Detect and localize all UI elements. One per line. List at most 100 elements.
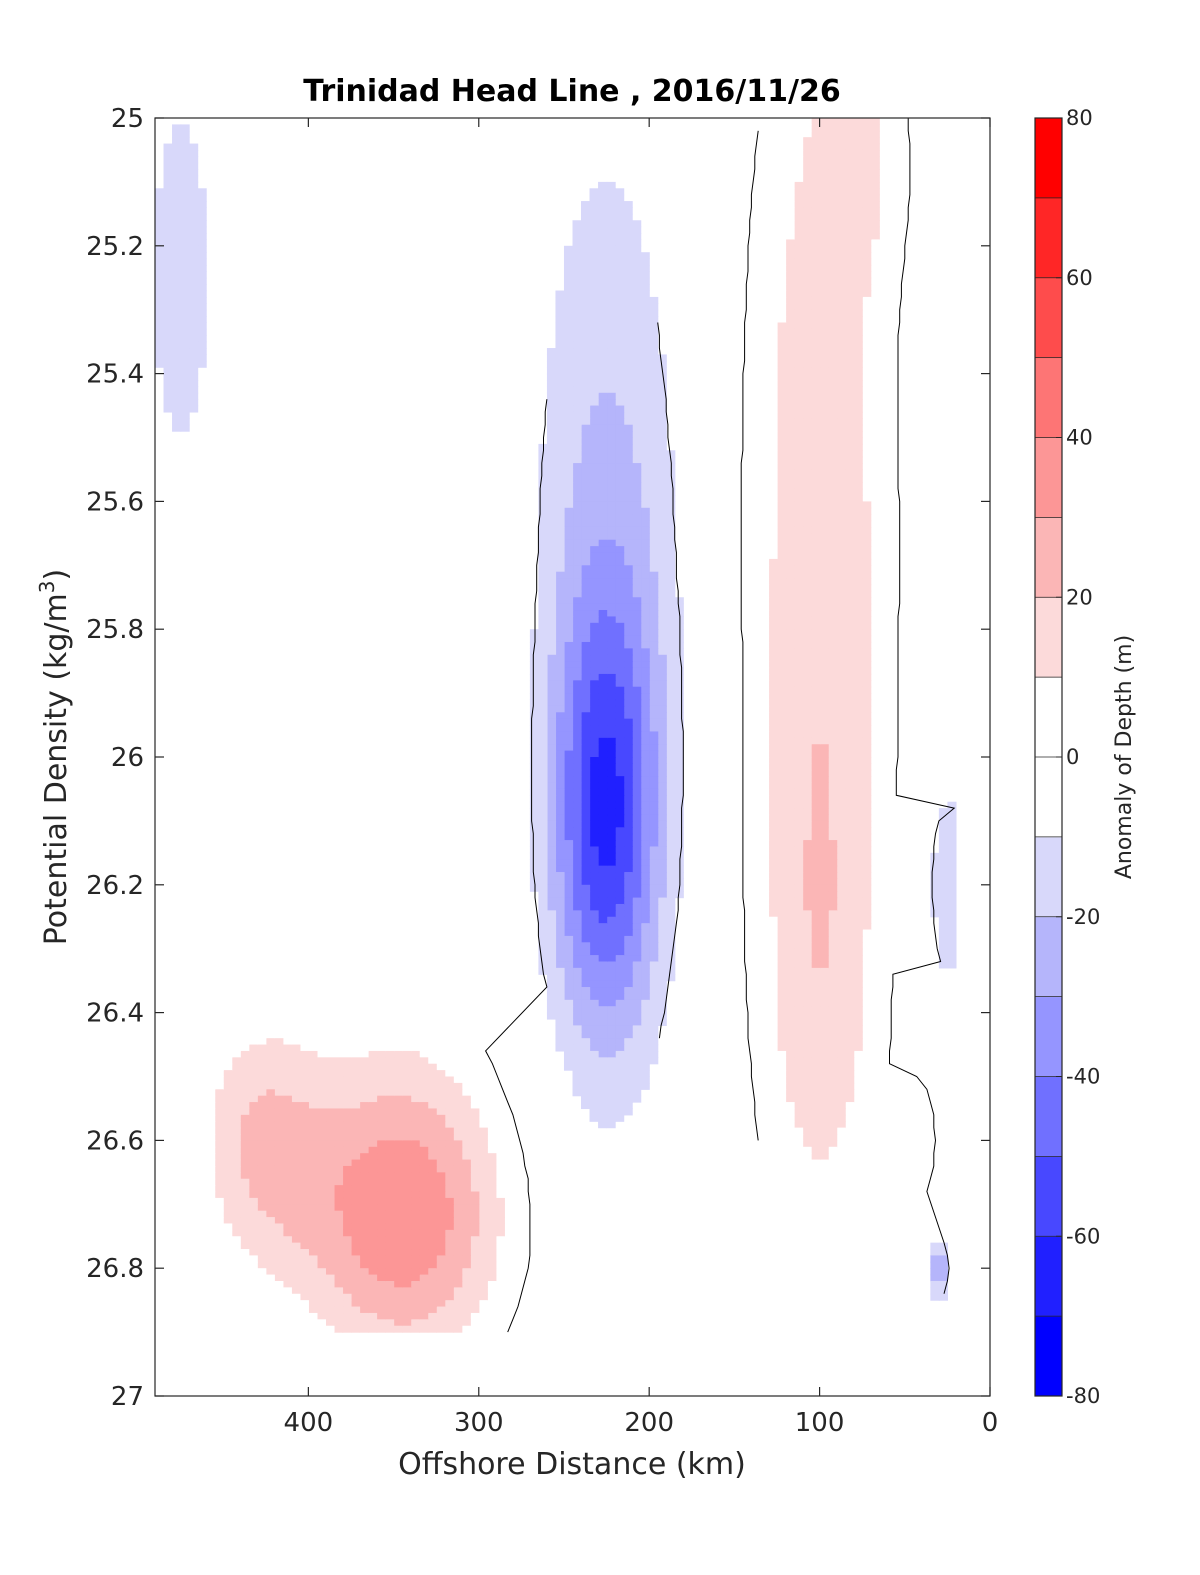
contour-cell [759, 539, 770, 547]
contour-cell [853, 213, 863, 221]
contour-cell [794, 181, 804, 189]
contour-cell [589, 757, 599, 764]
contour-cell [572, 258, 582, 266]
contour-cell [742, 641, 753, 649]
contour-cell [828, 1063, 838, 1071]
contour-cell [862, 1127, 872, 1135]
contour-cell [742, 737, 753, 745]
contour-cell [649, 929, 659, 937]
contour-cell [581, 284, 591, 292]
contour-cell [802, 1229, 812, 1237]
contour-cell [657, 431, 667, 439]
contour-cell [632, 526, 642, 534]
contour-cell [785, 1038, 795, 1046]
contour-cell [870, 999, 880, 1007]
contour-cell [598, 411, 608, 419]
contour-cell [742, 367, 753, 375]
contour-cell [819, 1038, 829, 1046]
contour-cell [615, 1050, 625, 1058]
contour-cell [887, 1006, 897, 1014]
contour-cell [887, 437, 897, 445]
contour-cell [615, 903, 625, 911]
contour-cell [632, 1070, 642, 1078]
contour-cell [598, 948, 608, 956]
contour-cell [819, 661, 829, 669]
contour-cell [794, 437, 804, 445]
contour-cell [657, 967, 667, 975]
contour-cell [666, 872, 676, 880]
contour-cell [623, 558, 633, 566]
contour-cell [802, 987, 812, 995]
contour-cell [742, 335, 753, 343]
contour-cell [887, 929, 897, 937]
contour-cell [870, 859, 880, 867]
contour-cell [598, 341, 608, 349]
contour-cell [836, 437, 846, 445]
contour-cell [904, 188, 914, 196]
contour-cell [606, 463, 616, 471]
contour-cell [572, 769, 582, 777]
contour-cell [802, 673, 812, 681]
contour-cell [836, 213, 846, 221]
contour-cell [819, 757, 829, 764]
contour-cell [785, 1050, 795, 1058]
contour-cell [938, 878, 948, 886]
contour-cell [589, 1050, 599, 1058]
contour-cell [811, 1242, 821, 1250]
contour-cell [828, 495, 838, 502]
contour-cell [598, 264, 608, 272]
contour-cell [819, 629, 829, 637]
contour-cell [606, 718, 616, 726]
contour-cell [836, 1204, 846, 1212]
contour-cell [742, 974, 753, 982]
contour-cell [904, 130, 914, 138]
contour-cell [887, 354, 897, 362]
contour-cell [623, 245, 633, 253]
contour-cell [776, 1146, 787, 1154]
contour-cell [606, 411, 616, 419]
contour-cell [623, 1006, 633, 1014]
contour-cell [836, 463, 846, 471]
contour-cell [828, 648, 838, 656]
contour-cell [649, 680, 659, 688]
contour-cell [836, 1102, 846, 1110]
contour-cell [785, 124, 795, 132]
contour-cell [836, 488, 846, 496]
contour-cell [615, 277, 625, 285]
contour-cell [674, 725, 684, 733]
contour-cell [649, 840, 659, 848]
contour-cell [657, 980, 667, 988]
contour-cell [811, 776, 821, 784]
contour-cell [581, 667, 591, 675]
contour-cell [615, 616, 625, 624]
contour-cell [598, 667, 608, 675]
contour-cell [819, 456, 829, 464]
contour-cell [785, 622, 795, 630]
contour-cell [598, 961, 608, 969]
contour-cell [751, 737, 761, 745]
contour-cell [845, 616, 855, 624]
contour-cell [819, 392, 829, 400]
contour-cell [845, 597, 855, 605]
contour-cell [751, 463, 761, 471]
contour-cell [606, 1044, 616, 1052]
contour-cell [759, 213, 770, 221]
contour-cell [632, 341, 642, 349]
contour-cell [615, 1089, 625, 1097]
contour-cell [759, 1082, 770, 1090]
contour-cell [563, 482, 574, 490]
contour-cell [853, 149, 863, 157]
contour-cell [887, 955, 897, 963]
contour-cell [742, 495, 753, 502]
contour-cell [563, 987, 574, 995]
contour-cell [623, 501, 633, 509]
contour-cell [606, 201, 616, 209]
contour-cell [785, 923, 795, 931]
contour-cell [649, 392, 659, 400]
contour-cell [776, 916, 787, 924]
contour-cell [785, 405, 795, 413]
contour-cell [581, 456, 591, 464]
contour-cell [785, 1185, 795, 1193]
contour-cell [598, 1095, 608, 1103]
contour-cell [802, 258, 812, 266]
